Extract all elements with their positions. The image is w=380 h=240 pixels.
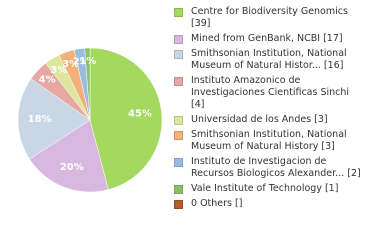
- legend-swatch: [174, 50, 183, 59]
- legend-label: Mined from GenBank, NCBI [17]: [191, 33, 343, 44]
- slice-label: 2%: [73, 57, 90, 68]
- legend-item: Vale Institute of Technology [1]: [174, 183, 374, 195]
- legend-label: Centre for Biodiversity Genomics [39]: [191, 6, 348, 29]
- legend-swatch: [174, 131, 183, 140]
- slice-label: 18%: [28, 114, 52, 125]
- slice-label: 3%: [50, 65, 67, 76]
- legend-label: Vale Institute of Technology [1]: [191, 183, 339, 194]
- pie-slice: [29, 119, 109, 193]
- legend-item: 0 Others []: [174, 198, 374, 210]
- pie-slice: [89, 47, 163, 190]
- legend-swatch: [174, 200, 183, 209]
- legend: Centre for Biodiversity Genomics [39] Min…: [174, 6, 374, 210]
- slice-label: 3%: [62, 59, 79, 70]
- legend-item: Instituto de Investigacion de Recursos B…: [174, 156, 374, 180]
- slice-label: 45%: [128, 108, 152, 119]
- legend-item: Centre for Biodiversity Genomics [39]: [174, 6, 374, 30]
- slice-label: 20%: [60, 162, 84, 173]
- legend-label: Instituto Amazonico de Investigaciones C…: [191, 75, 350, 110]
- legend-item: Mined from GenBank, NCBI [17]: [174, 33, 374, 45]
- legend-swatch: [174, 185, 183, 194]
- slice-label: 1%: [79, 56, 96, 67]
- legend-swatch: [174, 35, 183, 44]
- legend-item: Universidad de los Andes [3]: [174, 114, 374, 126]
- legend-label: Smithsonian Institution, National Museum…: [191, 129, 347, 152]
- legend-swatch: [174, 158, 183, 167]
- pie-slice: [84, 47, 91, 121]
- legend-item: Smithsonian Institution, National Museum…: [174, 48, 374, 72]
- slice-label: 4%: [39, 74, 56, 85]
- legend-label: Universidad de los Andes [3]: [191, 114, 328, 125]
- pie-slice: [17, 78, 91, 160]
- legend-label: Smithsonian Institution, National Museum…: [191, 48, 347, 71]
- legend-item: Smithsonian Institution, National Museum…: [174, 129, 374, 153]
- pie-area: 45%20%18%4%3%3%2%1%: [17, 47, 163, 193]
- legend-swatch: [174, 77, 183, 86]
- legend-swatch: [174, 116, 183, 125]
- legend-swatch: [174, 8, 183, 17]
- legend-item: Instituto Amazonico de Investigaciones C…: [174, 75, 374, 111]
- legend-label: Instituto de Investigacion de Recursos B…: [191, 156, 361, 179]
- legend-label: 0 Others []: [191, 198, 243, 209]
